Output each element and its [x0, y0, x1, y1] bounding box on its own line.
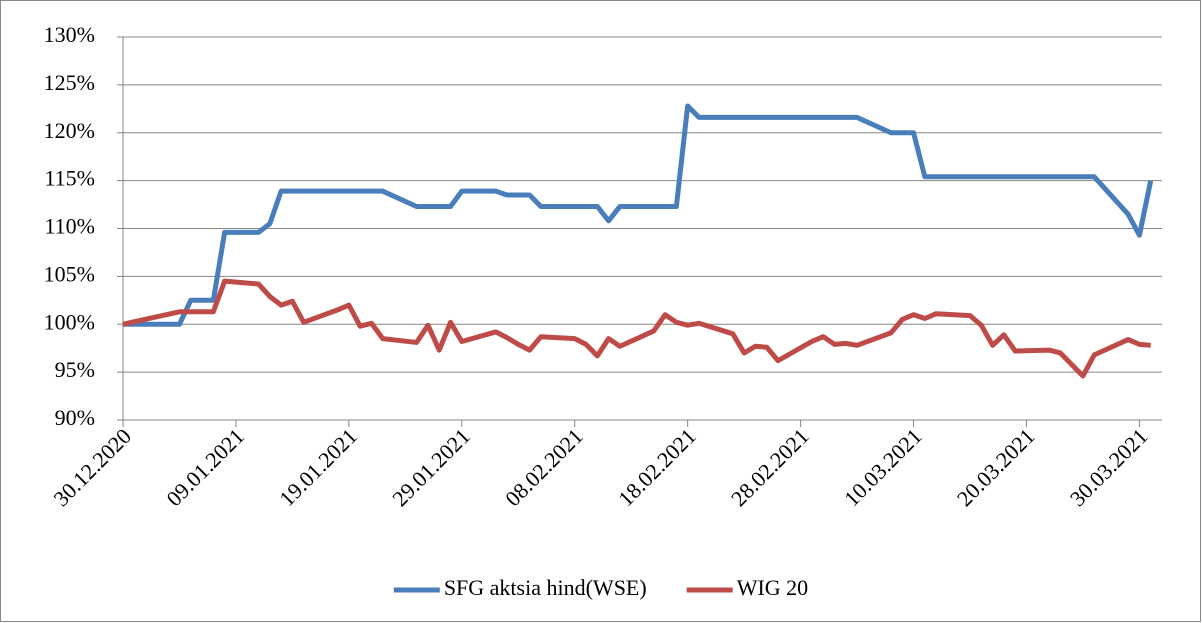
y-tick-label: 100%: [44, 309, 95, 334]
legend-label: WIG 20: [737, 575, 808, 600]
series-line: [123, 103, 1154, 327]
y-tick-label: 95%: [55, 357, 95, 382]
y-tick-label: 105%: [44, 261, 95, 286]
y-tick-label: 125%: [44, 70, 95, 95]
y-tick-label: 110%: [44, 214, 95, 239]
y-tick-label: 90%: [55, 405, 95, 430]
y-tick-label: 120%: [44, 118, 95, 143]
legend: SFG aktsia hind(WSE) WIG 20: [393, 575, 808, 600]
y-tick-label: 130%: [44, 22, 95, 47]
y-tick-label: 115%: [44, 166, 95, 191]
legend-label: SFG aktsia hind(WSE): [444, 575, 647, 600]
series-line: [122, 278, 1151, 379]
